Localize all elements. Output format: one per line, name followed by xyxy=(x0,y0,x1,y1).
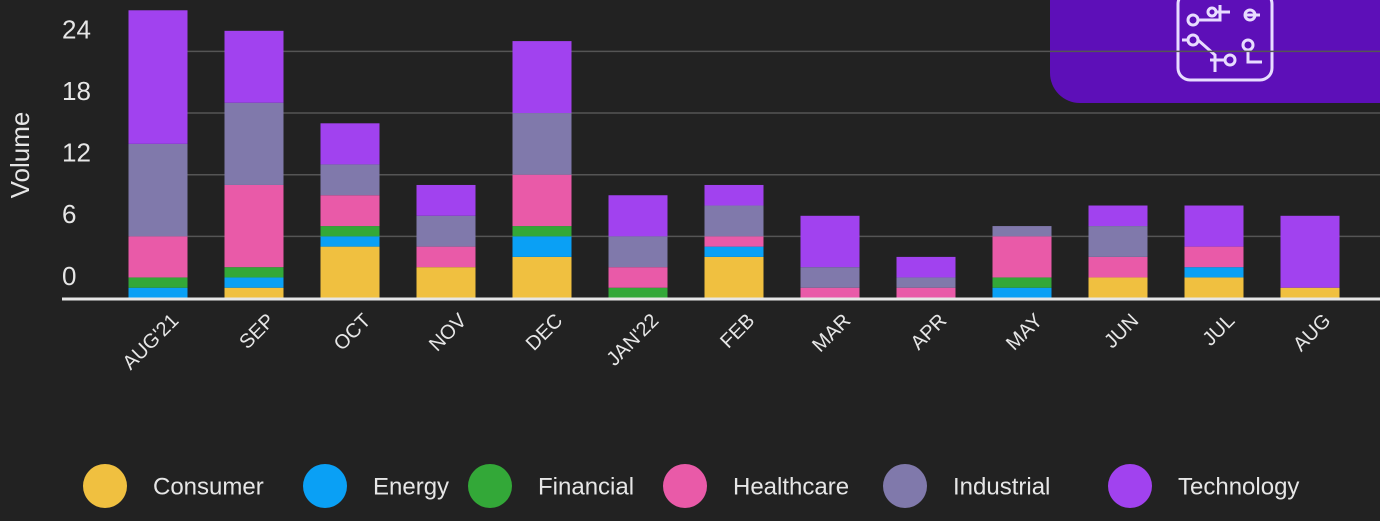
y-tick-label: 0 xyxy=(62,261,76,291)
y-tick-label: 12 xyxy=(62,138,91,168)
bar-segment xyxy=(896,287,956,298)
bar-segment xyxy=(1280,215,1340,288)
bar-segment xyxy=(512,41,572,114)
bar-segment xyxy=(512,226,572,237)
bar-segment xyxy=(1088,205,1148,227)
legend-swatch xyxy=(468,464,512,508)
x-tick-label: MAR xyxy=(808,310,855,357)
bar-segment xyxy=(320,246,380,298)
bar-segment xyxy=(800,267,860,288)
x-tick-label: JUL xyxy=(1199,310,1240,351)
bar-segment xyxy=(320,226,380,237)
bar-segment xyxy=(608,287,668,298)
bar-segment xyxy=(992,277,1052,288)
bar-segment xyxy=(704,246,764,257)
legend-label: Technology xyxy=(1178,473,1299,500)
bar-segment xyxy=(320,236,380,247)
x-tick-label: SEP xyxy=(235,310,279,354)
bar-segment xyxy=(992,236,1052,278)
bar-segment xyxy=(608,267,668,288)
legend-label: Energy xyxy=(373,473,449,500)
legend-swatch xyxy=(663,464,707,508)
bar-segment xyxy=(1184,277,1244,298)
bar-segment xyxy=(224,277,284,288)
legend-swatch xyxy=(1108,464,1152,508)
bar-segment xyxy=(704,205,764,237)
legend-swatch xyxy=(303,464,347,508)
bar-segment xyxy=(704,256,764,298)
bar-segment xyxy=(896,256,956,278)
bar-segment xyxy=(704,184,764,206)
bar-segment xyxy=(992,226,1052,237)
bar-segment xyxy=(416,215,476,247)
bar-segment xyxy=(128,143,188,237)
bar-segment xyxy=(224,102,284,185)
x-tick-label: AUG xyxy=(1289,310,1335,356)
legend-swatch xyxy=(83,464,127,508)
bar-segment xyxy=(992,287,1052,298)
bar-segment xyxy=(128,287,188,298)
bar-segment xyxy=(224,30,284,103)
y-tick-label: 24 xyxy=(62,14,91,44)
bar-segment xyxy=(608,195,668,237)
legend-swatch xyxy=(883,464,927,508)
bar-segment xyxy=(896,277,956,288)
bar-segment xyxy=(224,184,284,268)
x-tick-label: MAY xyxy=(1002,310,1047,355)
bar-segment xyxy=(128,236,188,278)
bar-segment xyxy=(416,184,476,216)
bar-segment xyxy=(320,164,380,196)
bar-segment xyxy=(512,236,572,257)
x-tick-label: JUN xyxy=(1100,310,1143,353)
bar-segment xyxy=(1184,267,1244,278)
bar-segment xyxy=(800,215,860,268)
bar-segment xyxy=(1184,246,1244,268)
bar-segment xyxy=(800,287,860,298)
bar-segment xyxy=(1088,226,1148,257)
bar-segment xyxy=(128,10,188,144)
bar-segment xyxy=(512,256,572,298)
y-tick-label: 18 xyxy=(62,76,91,106)
bar-segment xyxy=(320,123,380,165)
y-tick-label: 6 xyxy=(62,199,76,229)
bar-segment xyxy=(1088,256,1148,278)
x-tick-label: DEC xyxy=(522,310,567,355)
bar-segment xyxy=(608,236,668,268)
x-tick-label: NOV xyxy=(425,309,472,356)
x-tick-label: JAN'22 xyxy=(603,310,664,371)
y-axis-label: Volume xyxy=(5,112,35,199)
bar-segment xyxy=(1088,277,1148,298)
bar-segment xyxy=(1184,205,1244,247)
bar-segment xyxy=(416,246,476,268)
x-tick-label: FEB xyxy=(716,310,759,353)
legend-label: Consumer xyxy=(153,473,264,500)
bar-segment xyxy=(512,113,572,175)
x-tick-label: OCT xyxy=(330,310,375,355)
bar-segment xyxy=(320,195,380,227)
bar-segment xyxy=(416,267,476,298)
bar-segment xyxy=(1280,287,1340,298)
x-tick-label: APR xyxy=(907,310,952,355)
legend-label: Industrial xyxy=(953,473,1050,500)
bar-segment xyxy=(128,277,188,288)
bar-segment xyxy=(224,267,284,278)
legend-label: Healthcare xyxy=(733,473,849,500)
legend-label: Financial xyxy=(538,473,634,500)
x-tick-label: AUG'21 xyxy=(119,310,184,375)
bar-segment xyxy=(512,174,572,227)
bar-segment xyxy=(704,236,764,247)
bar-segment xyxy=(224,287,284,298)
